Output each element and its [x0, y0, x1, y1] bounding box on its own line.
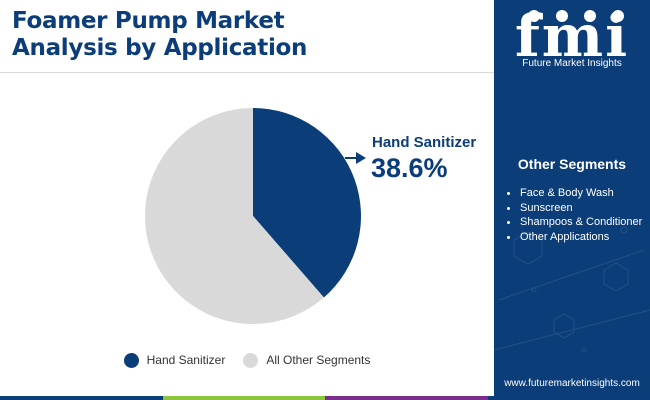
segment-item: Other Applications	[504, 230, 650, 245]
bullet-icon	[507, 235, 510, 239]
pie-chart	[144, 108, 366, 324]
website-url: www.futuremarketinsights.com	[504, 378, 640, 389]
pie-slice-hand-sanitizer	[253, 108, 361, 298]
legend-item: Hand Sanitizer	[123, 352, 226, 368]
page-title-line-2: Analysis by Application	[12, 35, 308, 61]
segment-item: Face & Body Wash	[504, 186, 650, 201]
logo-dot-icon	[528, 10, 540, 22]
page-title: Foamer Pump Market Analysis by Applicati…	[12, 8, 482, 62]
other-segments-list: Face & Body Wash Sunscreen Shampoos & Co…	[504, 186, 650, 244]
logo-dot-icon	[584, 10, 596, 22]
segment-item: Sunscreen	[504, 201, 650, 216]
legend-label: All Other Segments	[266, 353, 371, 367]
bottom-bar-segment	[487, 396, 650, 400]
bottom-bar-segment	[162, 396, 325, 400]
legend-item: All Other Segments	[243, 352, 371, 368]
bullet-icon	[507, 206, 510, 210]
bottom-bar-segment	[0, 396, 163, 400]
bottom-bar-segment	[325, 396, 488, 400]
title-divider	[0, 72, 494, 73]
logo-dot-icon	[556, 10, 568, 22]
segment-item-label: Other Applications	[520, 230, 610, 243]
logo-dot-icon	[612, 10, 624, 22]
fmi-logo: fmi	[515, 6, 627, 70]
callout-label: Hand Sanitizer	[372, 134, 477, 151]
segment-item-label: Sunscreen	[520, 201, 573, 214]
bullet-icon	[507, 221, 510, 224]
legend-swatch	[243, 352, 259, 368]
pie-slices	[144, 108, 361, 324]
page-title-line-1: Foamer Pump Market	[12, 8, 285, 34]
other-segments-heading: Other Segments	[517, 156, 627, 172]
segment-item-label: Face & Body Wash	[520, 187, 614, 199]
sidebar-background-pattern	[494, 226, 650, 353]
chart-legend: Hand Sanitizer All Other Segments	[0, 351, 494, 369]
sidebar: fmi Future Market Insights Other Segment…	[494, 0, 650, 396]
callout-arrow	[345, 152, 366, 164]
callout-value: 38.6%	[371, 153, 448, 183]
legend-label: Hand Sanitizer	[146, 353, 226, 367]
bullet-icon	[507, 192, 510, 195]
bottom-color-bar	[0, 396, 650, 400]
legend-swatch	[123, 352, 139, 368]
pie-slice-all-other-segments	[144, 108, 324, 324]
segment-item: Shampoos & Conditioner	[504, 215, 650, 230]
logo-tagline: Future Market Insights	[522, 58, 622, 69]
arrow-right-icon	[356, 152, 366, 164]
segment-item-label: Shampoos & Conditioner	[520, 216, 643, 228]
